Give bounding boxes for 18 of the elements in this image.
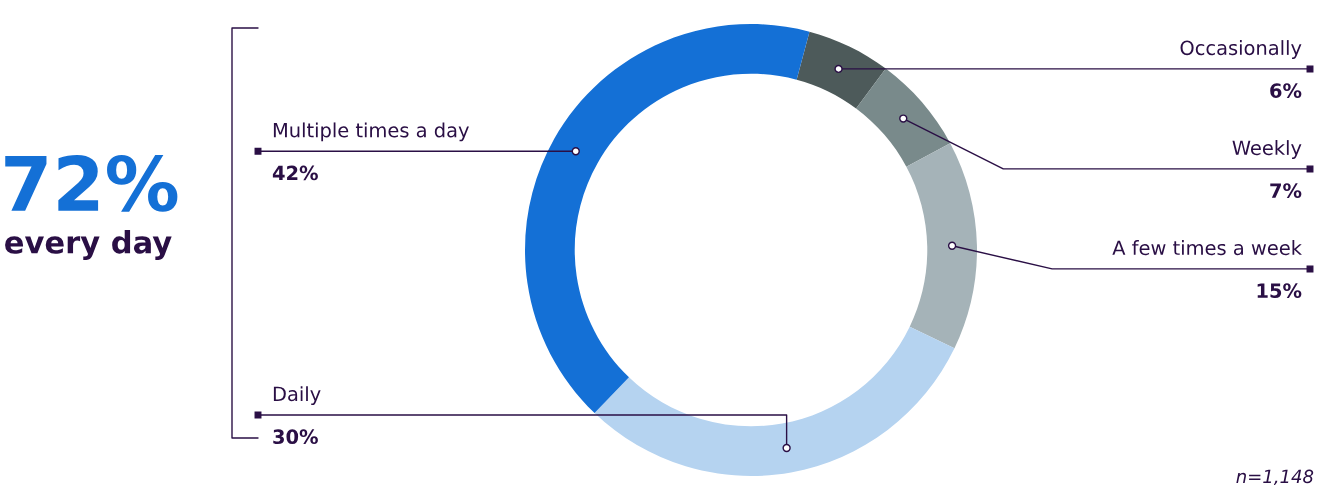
text: every day (5, 230, 172, 260)
slice-label: Occasionally (1180, 40, 1302, 59)
donut-slice (525, 24, 810, 414)
text: 72% (5, 155, 178, 212)
donut-slice (856, 68, 951, 167)
donut-slice (594, 326, 955, 476)
data-label: 7% (1270, 183, 1302, 198)
data-label: 6% (1270, 83, 1302, 98)
text: n=1,148 (1236, 469, 1314, 486)
data-label: 30% (273, 429, 318, 445)
slice-label: Multiple times a day (273, 122, 469, 142)
donut-slice (906, 143, 977, 349)
slice-label: Weekly (1232, 140, 1302, 159)
data-label: 15% (1257, 283, 1302, 298)
slice-label: A few times a week (1112, 240, 1302, 256)
data-label: 42% (272, 165, 318, 181)
donut-slice (796, 31, 886, 109)
slice-label: Daily (273, 386, 321, 405)
